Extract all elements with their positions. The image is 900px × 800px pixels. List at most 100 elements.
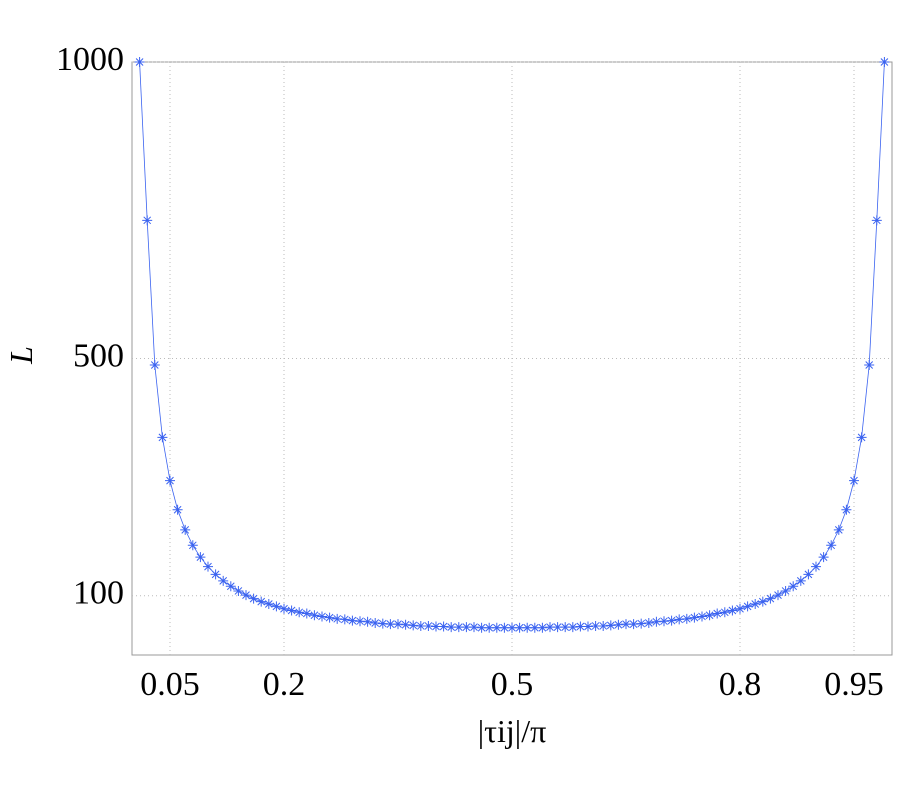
data-point <box>757 596 768 607</box>
data-point <box>712 608 723 619</box>
x-tick-label: 0.8 <box>719 666 762 703</box>
data-point <box>157 432 168 443</box>
data-point <box>666 615 677 626</box>
data-point <box>514 622 525 633</box>
x-tick-label: 0.5 <box>491 666 534 703</box>
data-point <box>773 590 783 601</box>
data-point <box>461 622 472 633</box>
data-point <box>811 561 821 572</box>
data-point <box>431 621 441 632</box>
data-point <box>643 617 654 628</box>
data-point <box>309 610 320 621</box>
data-point <box>681 613 692 624</box>
y-tick-label: 100 <box>73 574 124 611</box>
data-point <box>248 593 259 604</box>
data-point <box>628 619 639 630</box>
data-point <box>704 610 715 621</box>
data-point <box>522 622 533 633</box>
data-point <box>187 540 198 551</box>
data-point <box>674 614 685 625</box>
data-point <box>780 585 791 596</box>
data-point <box>545 622 555 633</box>
data-point <box>849 475 859 486</box>
data-point <box>575 621 586 632</box>
data-point <box>446 622 457 633</box>
data-point <box>263 599 274 610</box>
data-point <box>795 575 806 586</box>
data-point <box>871 215 882 226</box>
data-point <box>659 616 669 627</box>
data-point <box>165 475 175 486</box>
data-point <box>355 616 365 627</box>
data-point <box>590 620 601 631</box>
data-point <box>491 622 502 633</box>
data-point <box>742 601 753 612</box>
data-point <box>438 621 449 632</box>
data-point <box>134 57 145 67</box>
data-point <box>172 504 183 515</box>
data-point <box>256 596 267 607</box>
data-point <box>826 540 837 551</box>
data-point <box>149 360 160 371</box>
data-point <box>377 618 388 629</box>
data-point <box>301 608 312 619</box>
data-point <box>324 612 335 623</box>
data-point <box>856 432 867 443</box>
data-point <box>279 603 289 614</box>
data-point <box>225 581 236 592</box>
data-point <box>697 611 707 622</box>
data-point <box>621 619 631 630</box>
data-point <box>332 613 343 624</box>
data-point <box>408 620 419 631</box>
data-point <box>689 612 700 623</box>
data-point <box>142 215 153 226</box>
data-point <box>788 581 799 592</box>
data-point <box>735 603 745 614</box>
data-point <box>499 622 510 633</box>
data-point <box>195 552 206 563</box>
data-point <box>385 619 396 630</box>
data-point <box>727 605 738 616</box>
x-tick-label: 0.95 <box>824 666 884 703</box>
data-point <box>507 622 517 633</box>
data-point <box>613 619 624 630</box>
data-point <box>203 561 213 572</box>
data-point <box>598 620 609 631</box>
data-point <box>651 616 662 627</box>
data-point <box>271 601 282 612</box>
data-point <box>636 618 647 629</box>
data-point <box>370 617 381 628</box>
data-point <box>317 611 327 622</box>
data-point <box>241 590 251 601</box>
data-point <box>469 622 479 633</box>
data-point <box>233 585 244 596</box>
data-point <box>537 622 548 633</box>
data-point <box>864 360 875 371</box>
y-tick-label: 500 <box>73 337 124 374</box>
data-point <box>765 593 776 604</box>
data-point <box>560 622 571 633</box>
data-point <box>529 622 540 633</box>
data-point <box>552 622 563 633</box>
data-point <box>339 614 350 625</box>
data-point <box>218 575 229 586</box>
data-point <box>393 619 403 630</box>
data-point <box>818 552 829 563</box>
data-point <box>400 619 411 630</box>
data-point <box>583 621 593 632</box>
data-point <box>750 599 761 610</box>
data-point <box>841 504 852 515</box>
data-point <box>423 620 434 631</box>
data-point <box>879 57 890 67</box>
data-point <box>180 524 191 535</box>
data-point <box>833 524 844 535</box>
y-axis-label: L <box>3 346 39 365</box>
data-point <box>453 622 464 633</box>
data-point <box>484 622 495 633</box>
data-point <box>415 620 426 631</box>
data-point <box>294 607 305 618</box>
data-point <box>605 620 616 631</box>
y-tick-label: 1000 <box>56 41 124 78</box>
